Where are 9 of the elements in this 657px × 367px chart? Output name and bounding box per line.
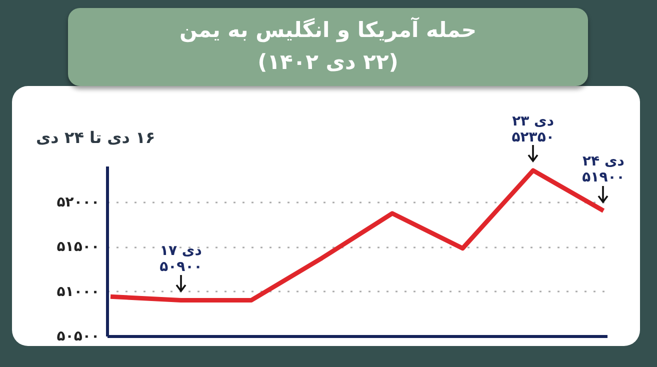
y-tick-label: ۵۲۰۰۰	[56, 194, 100, 210]
chart-subtitle: ۱۶ دی تا ۲۴ دی	[36, 128, 156, 147]
y-tick-label: ۵۱۰۰۰	[56, 284, 100, 300]
annotation: ۲۳ دی ۵۲۳۵۰	[512, 113, 554, 146]
annotation: ۱۷ دی ۵۰۹۰۰	[160, 243, 202, 276]
annotation: ۲۴ دی ۵۱۹۰۰	[582, 154, 625, 186]
y-tick-label: ۵۰۵۰۰	[56, 328, 100, 344]
y-tick-label: ۵۱۵۰۰	[56, 239, 100, 256]
chart-title: حمله آمریکا و انگلیس به یمن (۲۲ دی ۱۴۰۲)	[178, 16, 478, 76]
